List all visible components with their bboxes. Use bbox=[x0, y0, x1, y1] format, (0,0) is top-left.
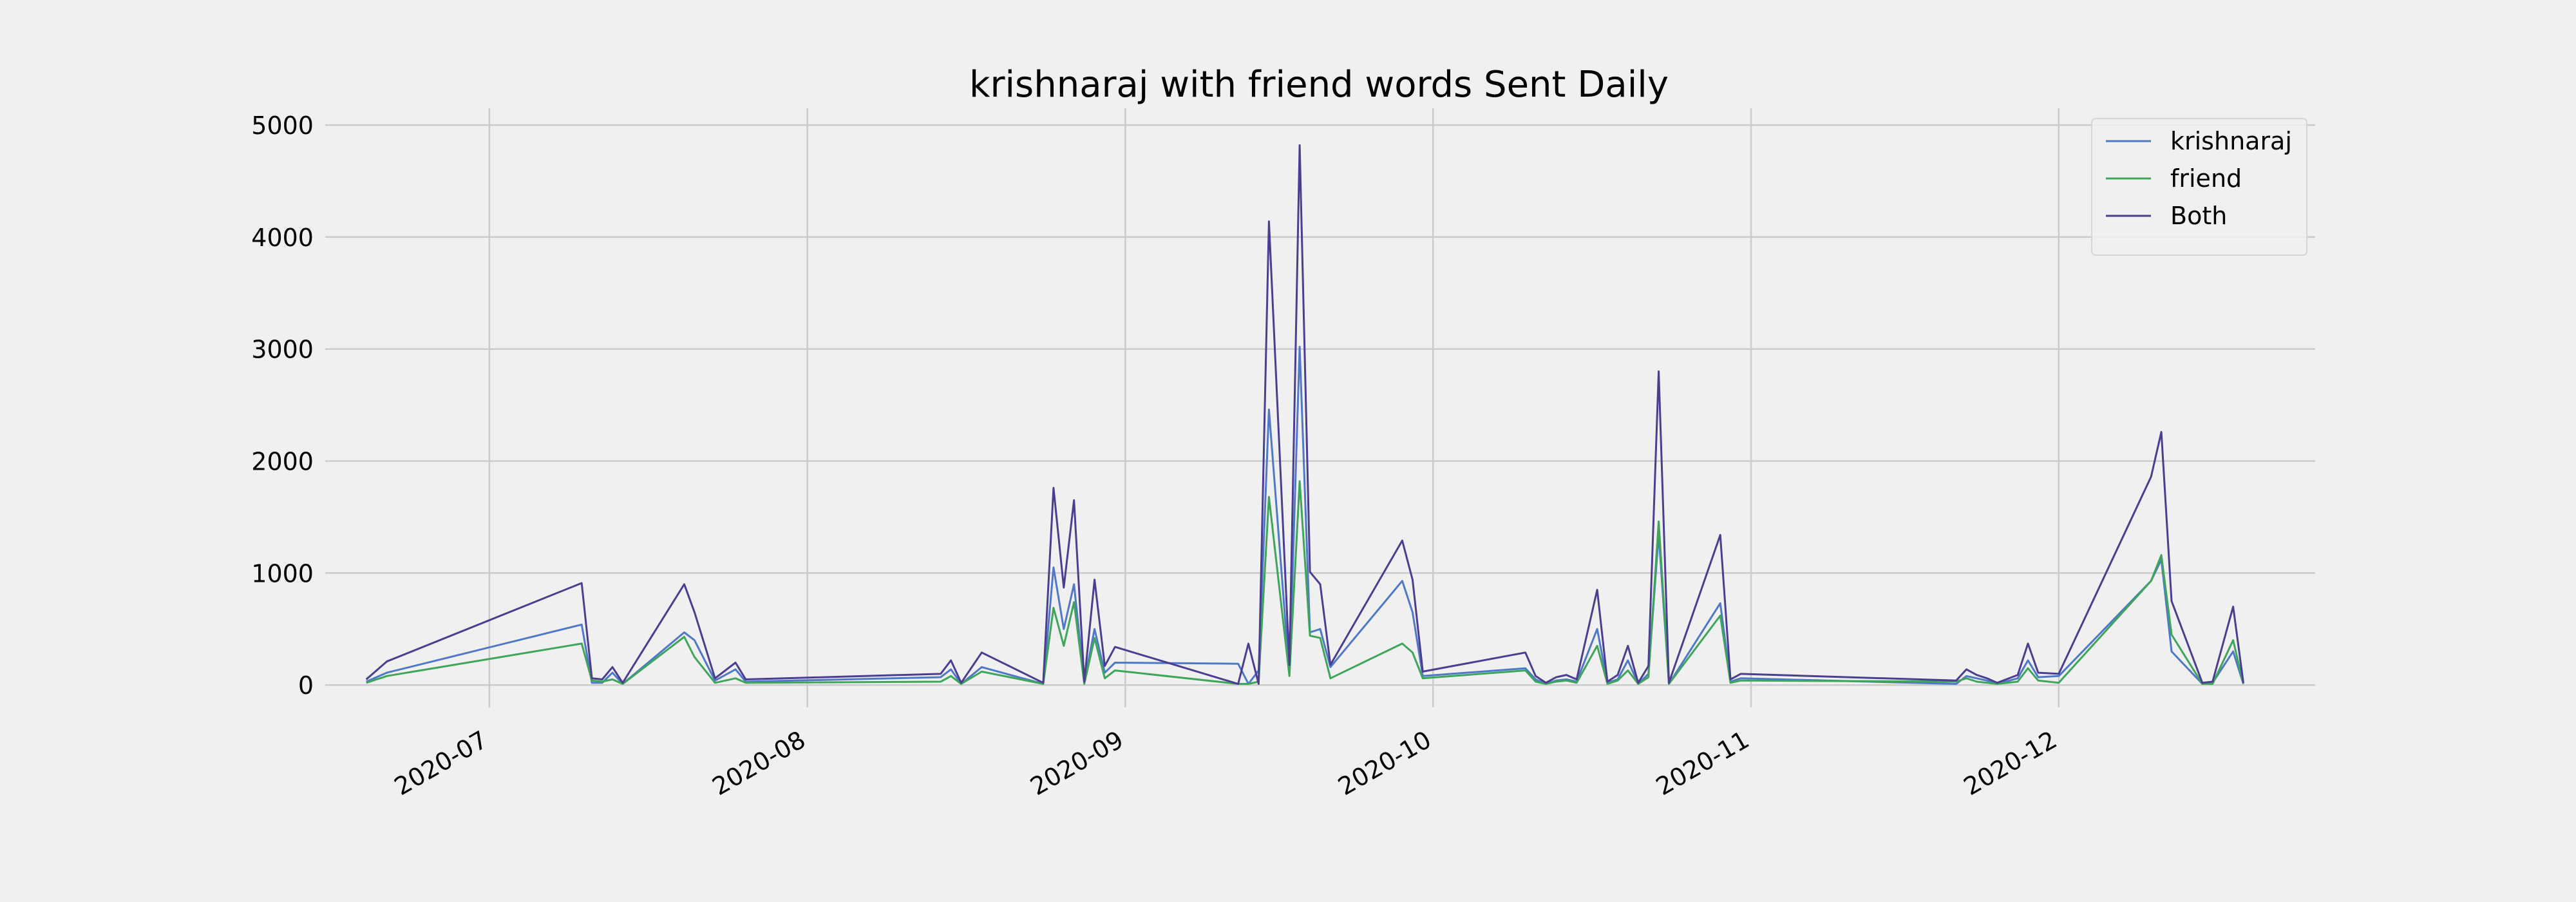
series-lines bbox=[365, 144, 2244, 685]
legend-box bbox=[2091, 118, 2307, 256]
y-tick-label: 3000 bbox=[251, 336, 314, 364]
y-tick-label: 5000 bbox=[251, 111, 314, 140]
chart-title: krishnaraj with friend words Sent Daily bbox=[969, 64, 1669, 106]
y-tick-label: 1000 bbox=[251, 559, 314, 588]
legend-label: friend bbox=[2170, 164, 2242, 193]
series-both bbox=[365, 144, 2244, 685]
legend-label: krishnaraj bbox=[2170, 127, 2292, 155]
series-line bbox=[366, 480, 2244, 685]
y-tick-label: 0 bbox=[298, 671, 314, 700]
series-line bbox=[365, 144, 2244, 685]
y-tick-label: 2000 bbox=[251, 448, 314, 476]
series-friend bbox=[366, 480, 2244, 685]
y-tick-label: 4000 bbox=[251, 224, 314, 252]
legend: krishnaraj friend Both bbox=[2091, 118, 2307, 256]
grid bbox=[325, 108, 2315, 707]
legend-label: Both bbox=[2170, 202, 2227, 230]
